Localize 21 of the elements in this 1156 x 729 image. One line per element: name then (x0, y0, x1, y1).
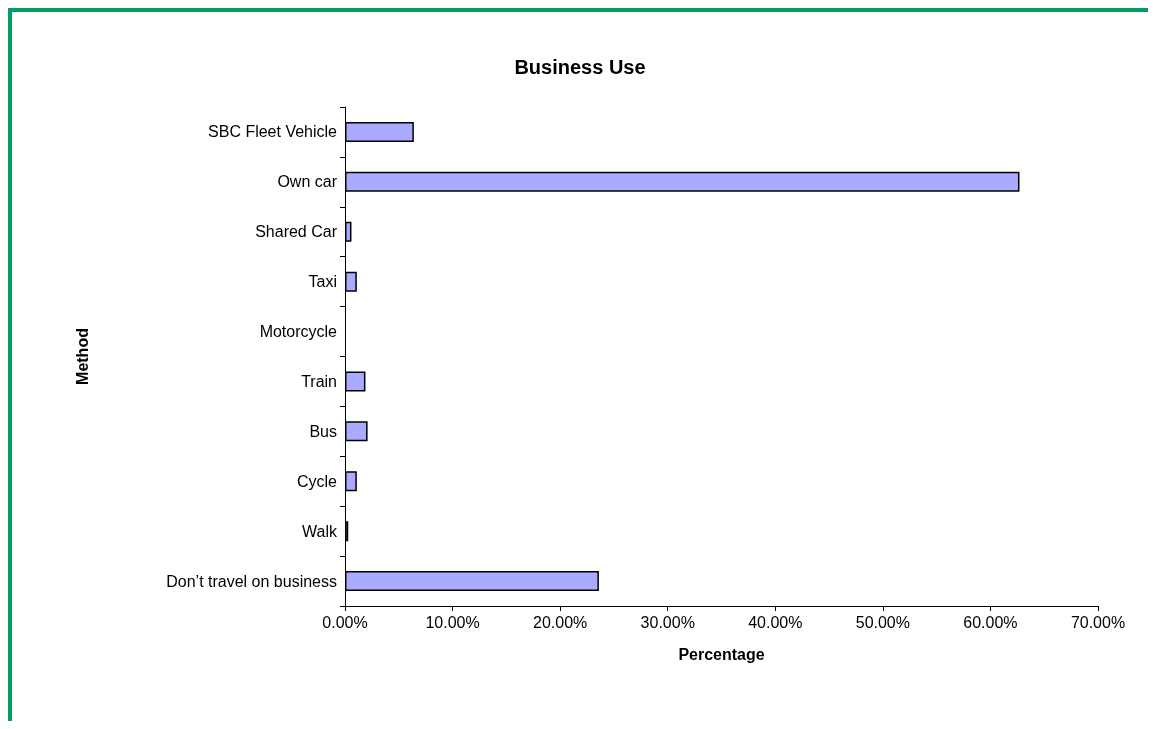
chart-title: Business Use (514, 56, 646, 78)
y-tick-label: SBC Fleet Vehicle (208, 123, 338, 141)
x-tick-label: 60.00% (963, 613, 1018, 631)
x-axis-title: Percentage (678, 645, 765, 663)
y-tick-label: Taxi (308, 273, 337, 291)
y-tick-label: Own car (277, 173, 338, 191)
x-tick-label: 20.00% (533, 613, 588, 631)
y-tick-label: Bus (309, 422, 337, 440)
x-tick-label: 40.00% (748, 613, 803, 631)
x-tick-label: 50.00% (855, 613, 910, 631)
x-tick-label: 30.00% (640, 613, 695, 631)
y-axis-title: Method (73, 328, 91, 385)
y-tick-label: Train (301, 372, 337, 390)
y-tick-label: Shared Car (255, 223, 338, 241)
y-tick-label: Don’t travel on business (166, 572, 337, 590)
y-tick-label: Cycle (296, 472, 338, 490)
x-tick-label: 0.00% (322, 613, 368, 631)
x-tick-label: 70.00% (1070, 613, 1126, 631)
y-tick-label: Walk (302, 522, 338, 540)
y-tick-label: Motorcycle (259, 323, 338, 341)
x-tick-label: 10.00% (425, 613, 480, 631)
